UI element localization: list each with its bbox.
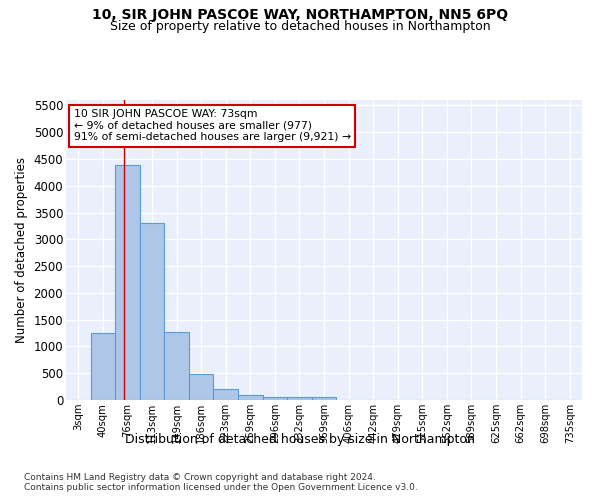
Bar	[263, 397, 287, 400]
Bar	[91, 332, 115, 400]
Bar	[287, 398, 312, 400]
Bar	[238, 395, 263, 400]
Bar	[164, 332, 189, 400]
Bar	[115, 166, 140, 400]
Text: 10 SIR JOHN PASCOE WAY: 73sqm
← 9% of detached houses are smaller (977)
91% of s: 10 SIR JOHN PASCOE WAY: 73sqm ← 9% of de…	[74, 109, 351, 142]
Text: 10, SIR JOHN PASCOE WAY, NORTHAMPTON, NN5 6PQ: 10, SIR JOHN PASCOE WAY, NORTHAMPTON, NN…	[92, 8, 508, 22]
Y-axis label: Number of detached properties: Number of detached properties	[15, 157, 28, 343]
Text: Contains public sector information licensed under the Open Government Licence v3: Contains public sector information licen…	[24, 482, 418, 492]
Text: Size of property relative to detached houses in Northampton: Size of property relative to detached ho…	[110, 20, 490, 33]
Bar	[140, 223, 164, 400]
Text: Contains HM Land Registry data © Crown copyright and database right 2024.: Contains HM Land Registry data © Crown c…	[24, 472, 376, 482]
Bar	[214, 389, 238, 400]
Text: Distribution of detached houses by size in Northampton: Distribution of detached houses by size …	[125, 432, 475, 446]
Bar	[312, 397, 336, 400]
Bar	[189, 374, 214, 400]
